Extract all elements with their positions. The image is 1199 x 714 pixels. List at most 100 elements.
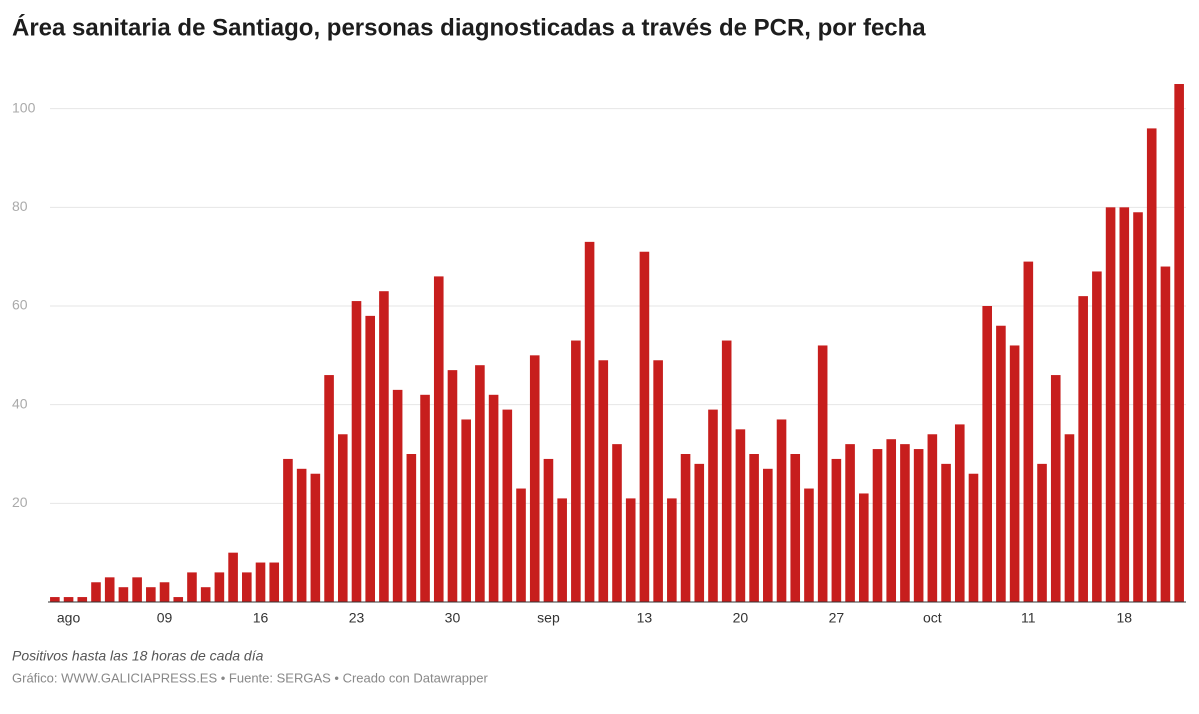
bar <box>91 582 101 602</box>
bar <box>77 597 88 602</box>
y-tick-label: 80 <box>12 198 28 214</box>
bar <box>721 340 732 602</box>
bar <box>1119 207 1130 603</box>
bar <box>1146 128 1157 602</box>
x-tick-label: sep <box>537 610 560 626</box>
x-tick-label: 16 <box>253 610 269 626</box>
bar <box>351 301 362 602</box>
bar <box>1050 375 1061 602</box>
bar <box>653 360 663 602</box>
bar <box>1105 207 1116 603</box>
bar <box>735 429 746 602</box>
bar <box>941 463 951 602</box>
bar <box>488 394 499 602</box>
bar <box>310 473 321 602</box>
bar <box>365 315 376 602</box>
bar <box>447 370 458 602</box>
bar <box>337 434 348 602</box>
y-tick-label: 20 <box>12 494 28 510</box>
bar <box>968 473 979 602</box>
bar <box>324 375 334 602</box>
bar <box>804 488 814 602</box>
bar <box>598 360 609 602</box>
bar <box>187 572 197 602</box>
x-tick-label: 27 <box>829 610 845 626</box>
bar <box>228 552 238 602</box>
bar <box>516 488 526 602</box>
bar <box>667 498 677 602</box>
bar <box>1009 345 1020 602</box>
bar <box>571 340 581 602</box>
bar <box>708 409 718 602</box>
x-tick-label: 23 <box>349 610 365 626</box>
bar <box>996 325 1006 602</box>
x-tick-label: 13 <box>637 610 653 626</box>
bar <box>255 562 266 602</box>
bar <box>433 276 444 602</box>
bar <box>283 458 293 602</box>
bar <box>900 444 910 602</box>
bar <box>132 577 142 602</box>
bar <box>584 241 595 602</box>
bar <box>831 458 842 602</box>
bar <box>214 572 225 602</box>
bar <box>50 597 60 602</box>
x-tick-label: 18 <box>1117 610 1133 626</box>
bar <box>680 454 691 602</box>
bar <box>63 597 74 602</box>
bar <box>639 251 650 602</box>
bar <box>461 419 471 602</box>
bar <box>1133 212 1143 602</box>
y-tick-label: 60 <box>12 297 28 313</box>
bar <box>557 498 567 602</box>
bar <box>872 449 883 602</box>
bar <box>104 577 115 602</box>
bar <box>502 409 513 602</box>
bar <box>625 498 636 602</box>
y-tick-label: 100 <box>12 99 36 115</box>
bar <box>982 306 992 602</box>
chart-title: Área sanitaria de Santiago, personas dia… <box>12 13 926 41</box>
bar <box>694 463 705 602</box>
bar <box>954 424 965 602</box>
bar <box>1160 266 1171 602</box>
bar <box>200 587 211 602</box>
bar <box>543 458 554 602</box>
x-tick-label: oct <box>923 610 942 626</box>
bar <box>817 345 828 602</box>
bar <box>159 582 170 602</box>
bar <box>790 454 801 602</box>
bar <box>1037 463 1047 602</box>
bar <box>1023 261 1034 602</box>
chart-source: Gráfico: WWW.GALICIAPRESS.ES • Fuente: S… <box>12 670 488 685</box>
bar <box>886 439 897 602</box>
x-tick-label: 20 <box>733 610 749 626</box>
bar <box>1092 271 1102 602</box>
bar <box>763 468 773 602</box>
bar <box>1078 296 1088 602</box>
x-tick-label: ago <box>57 610 81 626</box>
bar <box>845 444 855 602</box>
bar <box>406 454 417 602</box>
chart-notes: Positivos hasta las 18 horas de cada día <box>12 648 264 664</box>
x-tick-label: 11 <box>1021 610 1036 626</box>
bar <box>927 434 938 602</box>
bar <box>749 454 759 602</box>
bar <box>173 597 184 602</box>
bar <box>296 468 307 602</box>
bar <box>776 419 787 602</box>
bar <box>392 389 403 602</box>
bar <box>379 291 389 602</box>
bar <box>858 493 869 602</box>
bar <box>529 355 540 602</box>
bar <box>1064 434 1075 602</box>
y-tick-label: 40 <box>12 395 28 411</box>
x-tick-label: 30 <box>445 610 461 626</box>
bar <box>118 587 129 602</box>
bar <box>269 562 280 602</box>
bar <box>242 572 252 602</box>
bar <box>1174 84 1184 602</box>
x-tick-label: 09 <box>157 610 173 626</box>
